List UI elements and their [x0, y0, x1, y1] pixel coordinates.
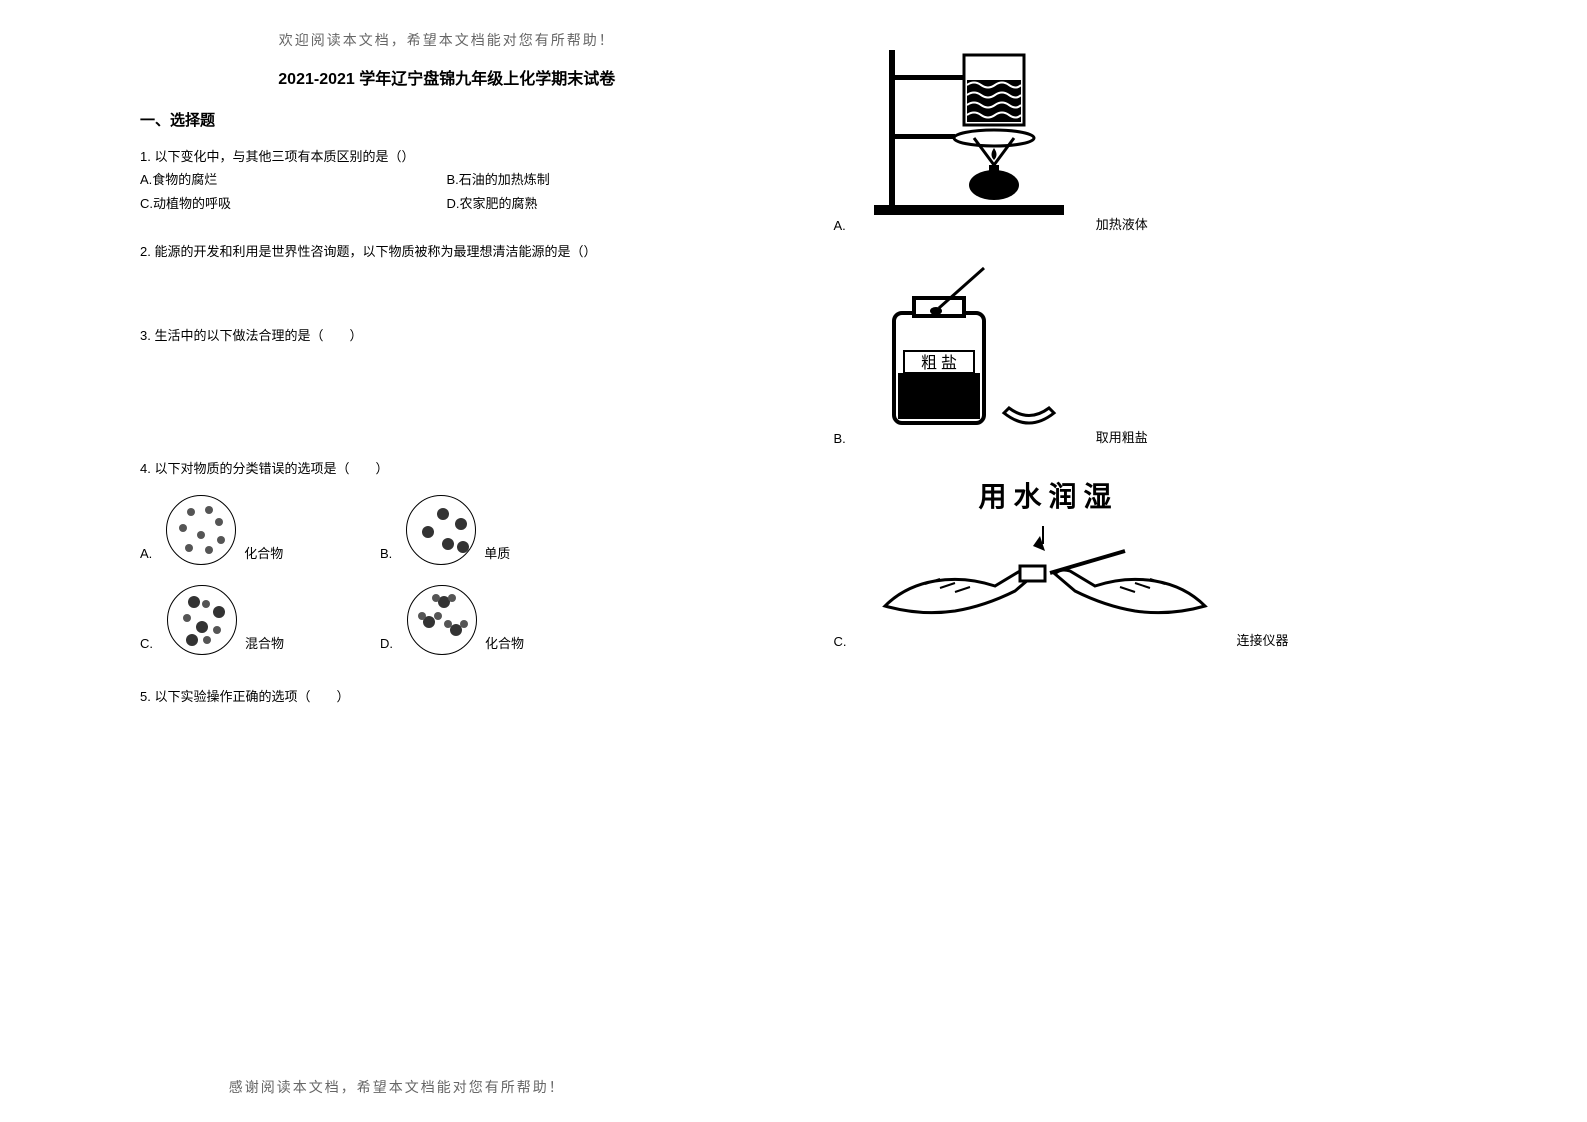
left-column: 欢迎阅读本文档，希望本文档能对您有所帮助！ 2021-2021 学年辽宁盘锦九年… [0, 0, 794, 1122]
q5-c-text: 连接仪器 [1237, 630, 1289, 649]
q4-a-text: 化合物 [244, 542, 283, 565]
header-note: 欢迎阅读本文档，希望本文档能对您有所帮助！ [140, 30, 754, 50]
q4-d-label: D. [380, 632, 393, 655]
molecule-diagram-a [166, 495, 236, 565]
q5-a-text: 加热液体 [1096, 214, 1148, 233]
q1-text: 1. 以下变化中，与其他三项有本质区别的是（） [140, 145, 754, 168]
molecule-diagram-c [167, 585, 237, 655]
q5-a-label: A. [834, 218, 846, 233]
molecule-diagram-b [406, 495, 476, 565]
q5-option-c: C. 用 水 润 湿 [834, 476, 1448, 649]
q1-options-row1: A.食物的腐烂 B.石油的加热炼制 [140, 168, 754, 191]
right-column: A. [794, 0, 1587, 1122]
question-2: 2. 能源的开发和利用是世界性咨询题，以下物质被称为最理想清洁能源的是（） [140, 240, 754, 263]
q1-opt-c: C.动植物的呼吸 [140, 192, 434, 215]
q4-a-label: A. [140, 542, 152, 565]
q1-opt-a: A.食物的腐烂 [140, 168, 434, 191]
q5-option-a: A. [834, 30, 1448, 233]
q4-b-label: B. [380, 542, 392, 565]
q4-molecule-options: A. 化合物 B. [140, 495, 754, 655]
q1-opt-d: D.农家肥的腐熟 [446, 192, 740, 215]
salt-label-text: 粗 盐 [921, 354, 957, 372]
wet-label-text: 用 水 润 湿 [978, 480, 1111, 513]
exam-title: 2021-2021 学年辽宁盘锦九年级上化学期末试卷 [140, 65, 754, 89]
q4-option-c: C. 混合物 [140, 585, 340, 655]
q5-option-b: B. 粗 盐 取用 [834, 263, 1448, 446]
q5-c-label: C. [834, 634, 847, 649]
question-5: 5. 以下实验操作正确的选项（ ） [140, 685, 754, 708]
question-1: 1. 以下变化中，与其他三项有本质区别的是（） A.食物的腐烂 B.石油的加热炼… [140, 145, 754, 215]
connect-apparatus-diagram: 用 水 润 湿 [865, 476, 1225, 649]
q4-option-b: B. 单质 [380, 495, 580, 565]
q4-option-a: A. 化合物 [140, 495, 340, 565]
q2-text: 2. 能源的开发和利用是世界性咨询题，以下物质被称为最理想清洁能源的是（） [140, 240, 754, 263]
salt-jar-diagram: 粗 盐 [864, 263, 1084, 446]
q5-text: 5. 以下实验操作正确的选项（ ） [140, 685, 754, 708]
q1-options-row2: C.动植物的呼吸 D.农家肥的腐熟 [140, 192, 754, 215]
q4-text: 4. 以下对物质的分类错误的选项是（ ） [140, 457, 754, 480]
q4-c-text: 混合物 [245, 632, 284, 655]
q5-b-label: B. [834, 431, 846, 446]
q5-b-text: 取用粗盐 [1096, 427, 1148, 446]
page-container: 欢迎阅读本文档，希望本文档能对您有所帮助！ 2021-2021 学年辽宁盘锦九年… [0, 0, 1587, 1122]
footer-note: 感谢阅读本文档，希望本文档能对您有所帮助！ [0, 1077, 794, 1097]
q3-text: 3. 生活中的以下做法合理的是（ ） [140, 324, 754, 347]
q4-d-text: 化合物 [485, 632, 524, 655]
q4-c-label: C. [140, 632, 153, 655]
heating-liquid-diagram [864, 30, 1084, 233]
q4-b-text: 单质 [484, 542, 510, 565]
question-3: 3. 生活中的以下做法合理的是（ ） [140, 324, 754, 347]
q1-opt-b: B.石油的加热炼制 [446, 168, 740, 191]
question-4: 4. 以下对物质的分类错误的选项是（ ） A. 化合物 [140, 457, 754, 655]
molecule-diagram-d [407, 585, 477, 655]
q4-option-d: D. 化合物 [380, 585, 580, 655]
section-header: 一、选择题 [140, 109, 754, 130]
